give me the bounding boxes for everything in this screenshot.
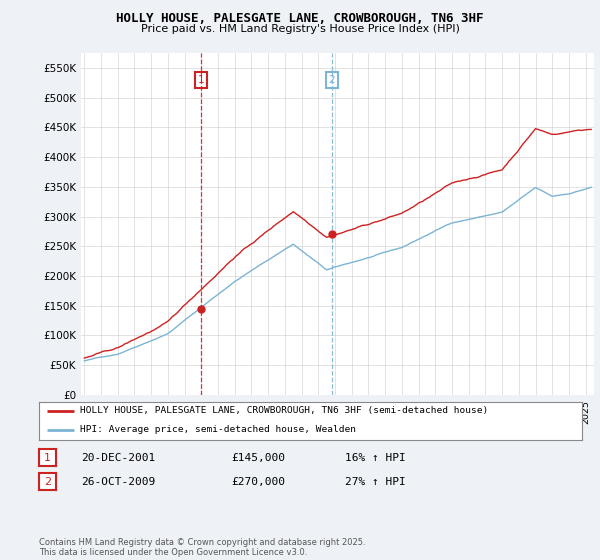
Text: HPI: Average price, semi-detached house, Wealden: HPI: Average price, semi-detached house,… [80, 425, 356, 434]
Text: £270,000: £270,000 [231, 477, 285, 487]
Text: 26-OCT-2009: 26-OCT-2009 [81, 477, 155, 487]
Text: 2: 2 [44, 477, 51, 487]
Text: HOLLY HOUSE, PALESGATE LANE, CROWBOROUGH, TN6 3HF: HOLLY HOUSE, PALESGATE LANE, CROWBOROUGH… [116, 12, 484, 25]
Text: 27% ↑ HPI: 27% ↑ HPI [345, 477, 406, 487]
Text: £145,000: £145,000 [231, 452, 285, 463]
Text: 16% ↑ HPI: 16% ↑ HPI [345, 452, 406, 463]
Text: 20-DEC-2001: 20-DEC-2001 [81, 452, 155, 463]
Text: HOLLY HOUSE, PALESGATE LANE, CROWBOROUGH, TN6 3HF (semi-detached house): HOLLY HOUSE, PALESGATE LANE, CROWBOROUGH… [80, 406, 488, 415]
Text: Contains HM Land Registry data © Crown copyright and database right 2025.
This d: Contains HM Land Registry data © Crown c… [39, 538, 365, 557]
Text: 2: 2 [329, 75, 335, 85]
Text: 1: 1 [197, 75, 204, 85]
Text: 1: 1 [44, 452, 51, 463]
Text: Price paid vs. HM Land Registry's House Price Index (HPI): Price paid vs. HM Land Registry's House … [140, 24, 460, 34]
